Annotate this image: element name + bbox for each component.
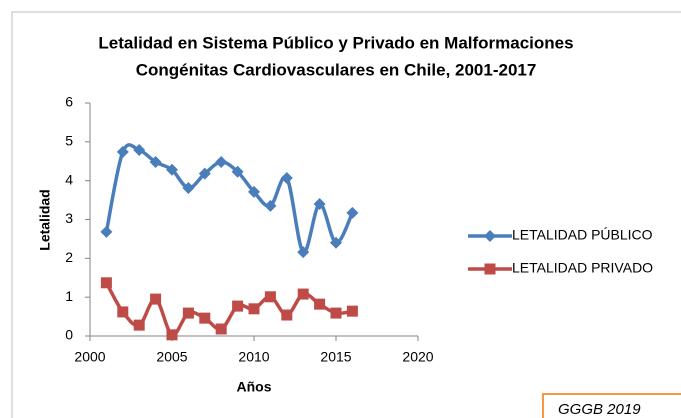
- y-tick-label: 5: [65, 133, 73, 149]
- y-tick-label: 6: [65, 94, 73, 110]
- point: [133, 319, 145, 331]
- legend-marker: [484, 263, 496, 275]
- point: [100, 225, 113, 238]
- point: [231, 165, 244, 178]
- chart-title: Congénitas Cardiovasculares en Chile, 20…: [136, 60, 537, 79]
- x-axis-title: Años: [237, 379, 272, 395]
- point: [199, 312, 211, 324]
- point: [346, 206, 359, 219]
- y-tick-label: 2: [65, 249, 73, 265]
- point: [215, 156, 228, 169]
- note: GGGB 2019: [558, 401, 641, 418]
- point: [297, 288, 309, 300]
- point: [150, 293, 162, 305]
- point: [314, 298, 326, 310]
- legend-label: LETALIDAD PÚBLICO: [512, 227, 653, 243]
- x-tick-label: 2015: [320, 349, 351, 365]
- point: [182, 307, 194, 319]
- x-tick-label: 2010: [238, 349, 269, 365]
- point: [149, 156, 162, 169]
- point: [133, 143, 146, 156]
- legend-label: LETALIDAD PRIVADO: [512, 260, 653, 276]
- point: [330, 307, 342, 319]
- legend-marker: [484, 230, 496, 242]
- point: [198, 167, 211, 180]
- point: [297, 246, 310, 259]
- y-axis-title: Letalidad: [37, 189, 53, 250]
- y-tick-label: 3: [65, 210, 73, 226]
- point: [215, 323, 227, 335]
- x-tick-label: 2000: [74, 349, 105, 365]
- chart-title: Letalidad en Sistema Público y Privado e…: [98, 33, 573, 52]
- point: [232, 300, 244, 312]
- point: [280, 171, 293, 184]
- point: [166, 163, 178, 176]
- point: [116, 145, 129, 158]
- point: [248, 303, 260, 315]
- y-tick-label: 4: [65, 171, 73, 187]
- note-box: [542, 393, 681, 418]
- point: [281, 309, 293, 321]
- series-line: [104, 143, 354, 254]
- point: [100, 277, 112, 289]
- point: [264, 291, 276, 303]
- point: [117, 306, 129, 318]
- point: [313, 197, 326, 210]
- point: [166, 329, 178, 341]
- point: [330, 236, 342, 249]
- chart-frame: [11, 11, 681, 418]
- y-tick-label: 1: [65, 288, 73, 304]
- x-tick-label: 2005: [156, 349, 187, 365]
- x-tick-label: 2020: [402, 349, 433, 365]
- point: [264, 199, 277, 212]
- point: [346, 305, 358, 317]
- y-tick-label: 0: [65, 327, 73, 343]
- series-line: [104, 281, 353, 337]
- point: [248, 185, 260, 198]
- point: [182, 182, 195, 195]
